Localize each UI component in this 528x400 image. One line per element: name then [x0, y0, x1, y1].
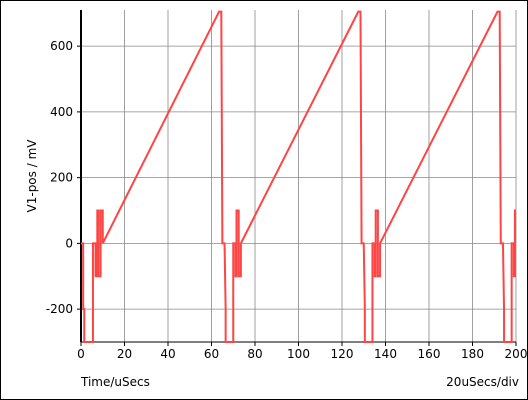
y-tick-label: 600	[50, 39, 73, 53]
x-tick-label: 0	[77, 347, 85, 361]
x-tick-label: 180	[461, 347, 484, 361]
x-tick-label: 80	[247, 347, 262, 361]
x-tick-label: 160	[418, 347, 441, 361]
x-tick-label: 40	[160, 347, 175, 361]
x-tick-label: 200	[505, 347, 528, 361]
x-tick-label: 140	[374, 347, 397, 361]
x-axis-label: Time/uSecs	[80, 375, 150, 389]
plot-area	[81, 10, 516, 343]
y-tick-label: 200	[50, 171, 73, 185]
x-tick-label: 100	[287, 347, 310, 361]
grid	[81, 10, 517, 342]
signal-trace	[81, 10, 516, 343]
y-tick-label: 0	[65, 236, 73, 250]
y-tick-label: -200	[46, 302, 73, 316]
y-axis-label: V1-pos / mV	[25, 139, 39, 213]
y-tick-label: 400	[50, 105, 73, 119]
tick-labels: 0 20 40 60 80 100 120 140 160 180 200 -200 0 200 400 60…	[46, 39, 528, 361]
axes	[77, 10, 517, 346]
time-scale-label: 20uSecs/div	[446, 375, 519, 389]
x-tick-label: 60	[204, 347, 219, 361]
x-tick-label: 20	[117, 347, 132, 361]
x-tick-label: 120	[331, 347, 354, 361]
